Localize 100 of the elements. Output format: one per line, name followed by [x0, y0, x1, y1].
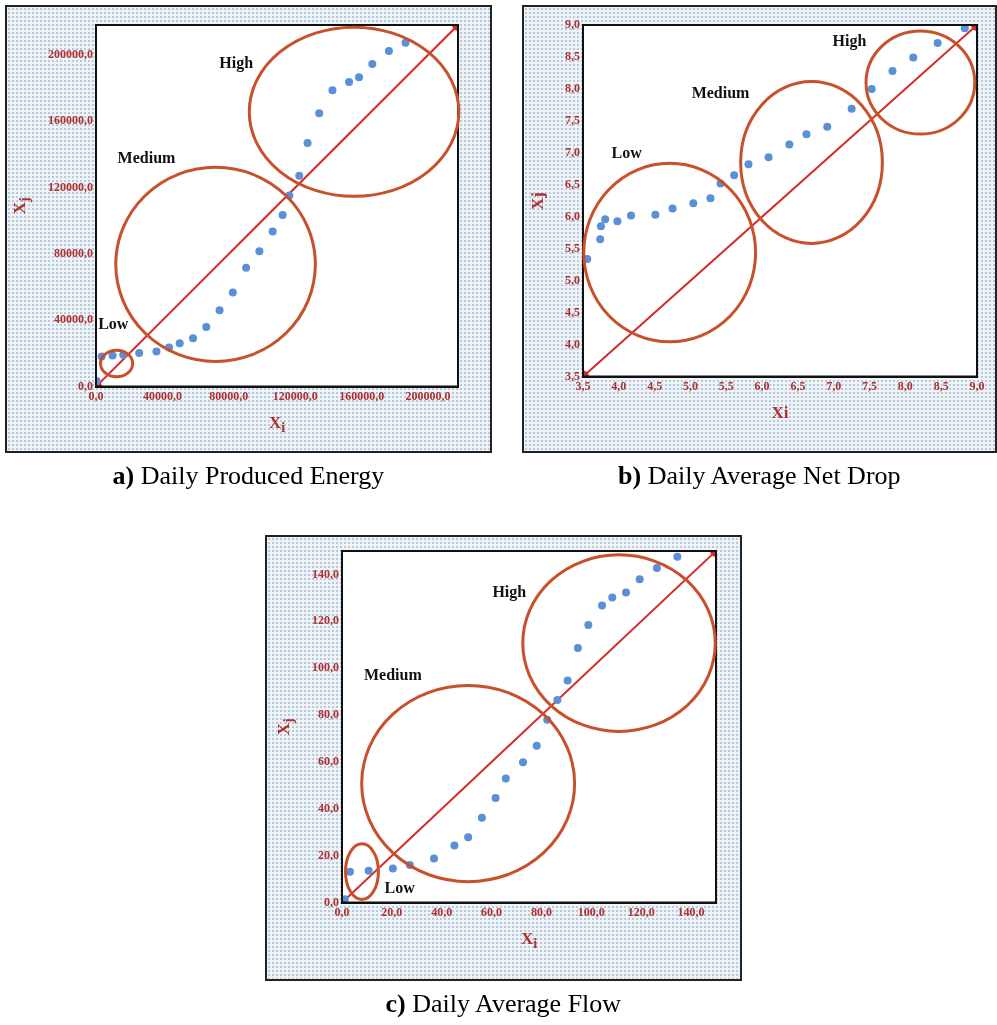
x-tick-label: 120000,0	[272, 388, 318, 403]
point	[315, 109, 324, 118]
point	[519, 758, 528, 767]
y-tick-label: 160000,0	[48, 113, 93, 128]
x-tick-label: 120,0	[627, 904, 655, 919]
annotation: Low	[98, 314, 129, 332]
y-tick-label: 4,5	[565, 304, 580, 319]
point	[401, 38, 410, 47]
point	[450, 841, 459, 850]
y-tick-label: 40000,0	[54, 312, 93, 327]
point	[255, 247, 264, 256]
point	[651, 210, 660, 219]
y-tick-label: 6,5	[565, 176, 580, 191]
x-axis-title: X$_{i}$	[521, 928, 538, 952]
y-tick-label: 8,5	[565, 49, 580, 64]
annotation: Medium	[691, 83, 751, 101]
y-tick-label: 8,0	[565, 81, 580, 96]
point	[960, 25, 969, 33]
x-tick-label: 40000,0	[142, 388, 182, 403]
point	[477, 813, 486, 822]
point	[888, 67, 897, 76]
x-tick-label: 40,0	[431, 904, 453, 919]
y-tick-label: 5,0	[565, 272, 580, 287]
annotation: Medium	[117, 149, 177, 167]
point	[345, 78, 354, 87]
point	[175, 339, 184, 348]
x-tick-label: 5,5	[718, 378, 734, 393]
annotation: High	[219, 54, 254, 73]
point	[553, 696, 562, 705]
point	[673, 552, 682, 561]
point	[135, 349, 144, 358]
point	[464, 833, 473, 842]
point	[384, 46, 393, 55]
point	[823, 122, 832, 131]
point	[268, 227, 277, 236]
text: b) Daily Average Net Drop	[618, 461, 901, 490]
x-tick-label: 4,5	[647, 378, 663, 393]
point	[573, 644, 582, 653]
annotation: Low	[611, 144, 643, 162]
x-tick-label: 60,0	[481, 904, 503, 919]
y-tick-label: 5,5	[565, 240, 580, 255]
point	[706, 194, 715, 203]
x-tick-label: 7,0	[826, 378, 842, 393]
point	[635, 575, 644, 584]
y-tick-label: 4,0	[565, 336, 580, 351]
x-tick-label: 7,5	[862, 378, 878, 393]
point	[202, 322, 211, 331]
point	[108, 351, 117, 360]
point	[608, 593, 617, 602]
point	[601, 215, 610, 224]
y-tick-label: 7,0	[565, 144, 580, 159]
point	[563, 676, 572, 685]
point	[764, 153, 773, 162]
y-tick-label: 40,0	[318, 800, 339, 815]
y-tick-label: 80,0	[318, 707, 339, 722]
x-tick-label: 5,0	[682, 378, 698, 393]
point	[532, 741, 541, 750]
y-tick-label: 140,0	[312, 566, 339, 581]
point	[652, 563, 661, 572]
point	[627, 211, 635, 220]
y-tick-label: 100,0	[312, 660, 339, 675]
point	[668, 204, 677, 213]
point	[328, 86, 337, 95]
point	[744, 160, 753, 169]
point	[596, 222, 605, 231]
annotation: High	[492, 582, 527, 601]
point	[364, 866, 373, 875]
point	[152, 347, 161, 356]
point	[388, 864, 397, 873]
y-tick-label: 200000,0	[48, 46, 93, 61]
x-tick-label: 6,0	[754, 378, 770, 393]
point	[242, 263, 251, 272]
y-tick-label: 20,0	[318, 847, 339, 862]
point	[689, 199, 698, 208]
point	[295, 171, 304, 180]
point	[785, 140, 794, 149]
point	[501, 774, 510, 783]
point	[621, 588, 630, 597]
y-tick-label: 0,0	[324, 894, 339, 909]
x-tick-label: 9,0	[969, 378, 985, 393]
x-tick-label: 8,5	[933, 378, 949, 393]
point	[430, 854, 438, 863]
point	[596, 235, 605, 244]
y-tick-label: 120,0	[312, 613, 339, 628]
x-axis-title: Xi	[771, 402, 789, 423]
x-tick-label: 80000,0	[209, 388, 249, 403]
text: c) Daily Average Flow	[385, 989, 622, 1018]
x-tick-label: 8,0	[897, 378, 913, 393]
y-tick-label: 9,0	[565, 17, 580, 32]
point	[278, 211, 287, 220]
point	[228, 288, 237, 297]
annotation: High	[832, 32, 867, 51]
point	[909, 53, 918, 62]
point	[215, 306, 224, 315]
point	[867, 84, 876, 93]
x-tick-label: 140,0	[677, 904, 705, 919]
x-tick-label: 160000,0	[339, 388, 385, 403]
x-tick-label: 200000,0	[405, 388, 451, 403]
point	[598, 601, 607, 610]
point	[368, 59, 377, 68]
